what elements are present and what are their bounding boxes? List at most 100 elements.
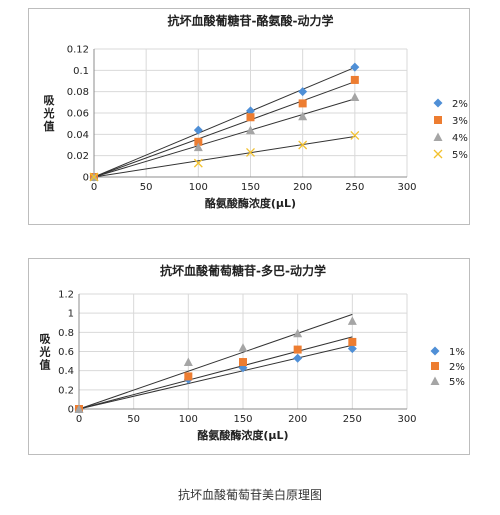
chart-dopa-kinetics: 抗坏血酸葡萄糖苷-多巴-动力学 0 0.2 0.4 0.6 0.8 1 1.2 0 50 100 15… xyxy=(39,263,465,442)
legend-item: 5% xyxy=(433,149,468,161)
x-tick-label: 150 xyxy=(241,182,260,193)
legend-item: 5% xyxy=(430,376,465,388)
data-point xyxy=(350,92,360,101)
legend-item: 2% xyxy=(433,98,468,110)
data-point xyxy=(184,372,193,381)
legend-marker xyxy=(431,362,439,370)
y-tick-label: 0.04 xyxy=(67,130,89,141)
y-axis-label: 吸光值 xyxy=(39,333,52,372)
series-5% xyxy=(89,130,360,182)
data-point xyxy=(246,106,255,116)
data-point xyxy=(350,130,360,140)
legend-label: 4% xyxy=(452,133,468,144)
data-point xyxy=(246,113,255,122)
legend-label: 5% xyxy=(449,377,465,388)
y-tick-label: 1 xyxy=(68,309,74,320)
legend-item: 1% xyxy=(430,346,465,358)
trendline-2% xyxy=(93,67,356,178)
data-point xyxy=(298,87,308,97)
chart-title: 抗坏血酸葡萄糖苷-多巴-动力学 xyxy=(160,263,326,278)
x-tick-label: 100 xyxy=(179,414,198,425)
x-tick-label: 50 xyxy=(127,414,140,425)
trendline-1% xyxy=(78,344,353,410)
data-point xyxy=(194,137,203,146)
data-point xyxy=(293,353,303,363)
y-tick-label: 0 xyxy=(68,405,74,416)
data-point xyxy=(293,328,303,338)
y-tick-label: 0.1 xyxy=(73,66,89,77)
legend-label: 2% xyxy=(452,99,468,110)
y-tick-label: 0 xyxy=(83,173,89,184)
data-point xyxy=(239,358,247,367)
legend-label: 2% xyxy=(449,362,465,373)
chart-tyrosine-kinetics: 抗坏血酸葡糖苷-酪氨酸-动力学 0 0.02 0.04 0.06 0.08 0.1 0.12 0… xyxy=(43,13,468,210)
trendline-5% xyxy=(78,313,353,410)
data-point xyxy=(298,111,308,121)
x-tick-label: 200 xyxy=(288,414,307,425)
data-point xyxy=(238,363,248,373)
data-point xyxy=(347,316,357,325)
series-4% xyxy=(89,92,360,181)
x-tick-label: 50 xyxy=(140,182,153,193)
x-tick-label: 0 xyxy=(76,414,82,425)
data-point xyxy=(246,148,255,157)
data-point xyxy=(298,99,307,108)
x-tick-label: 300 xyxy=(397,414,416,425)
figure-caption: 抗坏血酸葡萄苷美白原理图 xyxy=(177,488,322,502)
legend-marker xyxy=(430,346,440,356)
trendline-5% xyxy=(93,136,355,178)
legend-marker xyxy=(434,116,442,124)
trendline-3% xyxy=(93,81,356,178)
y-tick-label: 0.02 xyxy=(67,151,89,162)
y-tick-label: 0.12 xyxy=(67,45,89,56)
y-tick-label: 0.6 xyxy=(58,347,74,358)
y-tick-label: 0.2 xyxy=(58,385,74,396)
data-point xyxy=(298,140,308,150)
x-tick-label: 250 xyxy=(343,414,362,425)
legend-item: 2% xyxy=(431,362,465,373)
data-point xyxy=(193,125,203,135)
data-point xyxy=(246,125,255,135)
trendline-2% xyxy=(78,336,353,410)
x-tick-label: 150 xyxy=(233,414,252,425)
legend-marker xyxy=(433,149,443,159)
data-point xyxy=(348,337,357,346)
legend-marker xyxy=(433,98,443,108)
x-tick-label: 0 xyxy=(91,182,97,193)
y-tick-label: 0.08 xyxy=(67,87,89,98)
y-axis-label: 吸光值 xyxy=(43,94,56,133)
x-tick-label: 250 xyxy=(345,182,364,193)
series-5% xyxy=(74,316,357,413)
data-point xyxy=(89,172,99,182)
y-tick-label: 0.06 xyxy=(67,109,89,120)
x-tick-label: 300 xyxy=(397,182,416,193)
x-tick-label: 100 xyxy=(189,182,208,193)
x-tick-label: 200 xyxy=(293,182,312,193)
series-2% xyxy=(75,337,357,413)
x-axis-label: 酪氨酸酶浓度(μL) xyxy=(205,196,296,210)
legend-item: 3% xyxy=(434,116,468,127)
chart-panel-tyrosine: 抗坏血酸葡糖苷-酪氨酸-动力学 0 0.02 0.04 0.06 0.08 0.1 0.12 0… xyxy=(28,8,470,225)
legend-marker xyxy=(433,132,443,141)
y-tick-label: 0.4 xyxy=(58,366,74,377)
data-point-stroke-b xyxy=(89,172,99,182)
x-axis-label: 酪氨酸酶浓度(μL) xyxy=(197,428,288,442)
legend-label: 5% xyxy=(452,150,468,161)
chart-panel-dopa: 抗坏血酸葡萄糖苷-多巴-动力学 0 0.2 0.4 0.6 0.8 1 1.2 0 50 100 15… xyxy=(28,258,470,455)
data-point xyxy=(347,344,357,354)
data-point xyxy=(74,404,84,413)
data-point xyxy=(183,357,193,367)
legend-marker-stroke-b xyxy=(433,149,443,159)
data-point xyxy=(238,343,248,352)
y-tick-label: 0.8 xyxy=(58,328,74,339)
legend-label: 1% xyxy=(449,347,465,358)
data-point xyxy=(193,142,203,152)
legend-item: 4% xyxy=(433,132,468,144)
y-tick-label: 1.2 xyxy=(58,290,74,301)
data-point xyxy=(193,158,203,168)
data-point-stroke-b xyxy=(193,158,203,168)
legend-label: 3% xyxy=(452,116,468,127)
data-point-stroke-b xyxy=(350,130,360,140)
data-point-stroke-b xyxy=(246,148,255,157)
data-point xyxy=(293,345,302,354)
